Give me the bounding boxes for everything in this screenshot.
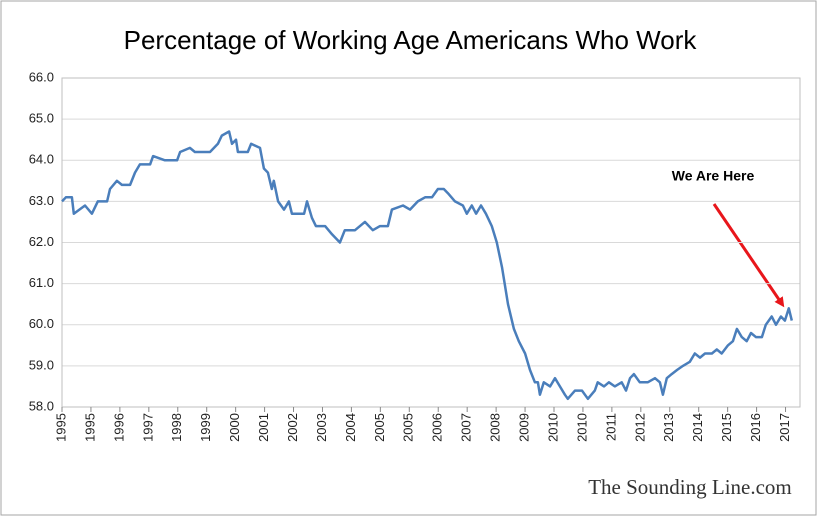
x-tick-label: 2011: [603, 413, 618, 441]
y-tick-label: 61.0: [29, 275, 54, 290]
chart-title: Percentage of Working Age Americans Who …: [124, 25, 698, 55]
x-tick-label: 2016: [748, 413, 763, 442]
x-tick-label: 2006: [430, 413, 445, 442]
y-tick-label: 66.0: [29, 69, 54, 84]
x-tick-label: 2008: [488, 413, 503, 442]
x-tick-label: 2010: [574, 413, 589, 442]
y-tick-label: 58.0: [29, 398, 54, 413]
x-tick-label: 2007: [459, 413, 474, 442]
arrow: [712, 203, 785, 308]
x-tick-label: 2014: [690, 413, 705, 442]
annotation: We Are Here: [672, 168, 755, 184]
x-tick-label: 2012: [632, 413, 647, 442]
x-tick-label: 1997: [140, 413, 155, 442]
x-tick-label: 2004: [343, 413, 358, 442]
x-tick-label: 2009: [516, 413, 531, 442]
y-tick-label: 65.0: [29, 111, 54, 126]
x-tick-label: 1996: [111, 413, 126, 442]
x-tick-label: 2013: [661, 413, 676, 442]
x-tick-label: 2015: [719, 413, 734, 442]
x-tick-label: 2005: [372, 413, 387, 442]
y-tick-label: 59.0: [29, 357, 54, 372]
plot-frame: [61, 77, 801, 408]
x-tick-label: 2010: [545, 413, 560, 442]
watermark: The Sounding Line.com: [588, 475, 792, 499]
y-tick-label: 63.0: [29, 193, 54, 208]
y-tick-label: 62.0: [29, 234, 54, 249]
y-tick-label: 64.0: [29, 152, 54, 167]
x-tick-label: 2017: [777, 413, 792, 442]
x-tick-label: 1995: [82, 413, 97, 442]
x-tick-label: 2002: [285, 413, 300, 442]
x-tick-label: 2003: [314, 413, 329, 442]
x-tick-label: 1998: [169, 413, 184, 442]
x-tick-label: 2000: [227, 413, 242, 442]
y-tick-label: 60.0: [29, 316, 54, 331]
x-tick-label: 2005: [401, 413, 416, 442]
x-tick-label: 1995: [53, 413, 68, 442]
x-tick-label: 1999: [198, 413, 213, 442]
data-line: [61, 130, 794, 401]
x-tick-label: 2001: [256, 413, 271, 442]
